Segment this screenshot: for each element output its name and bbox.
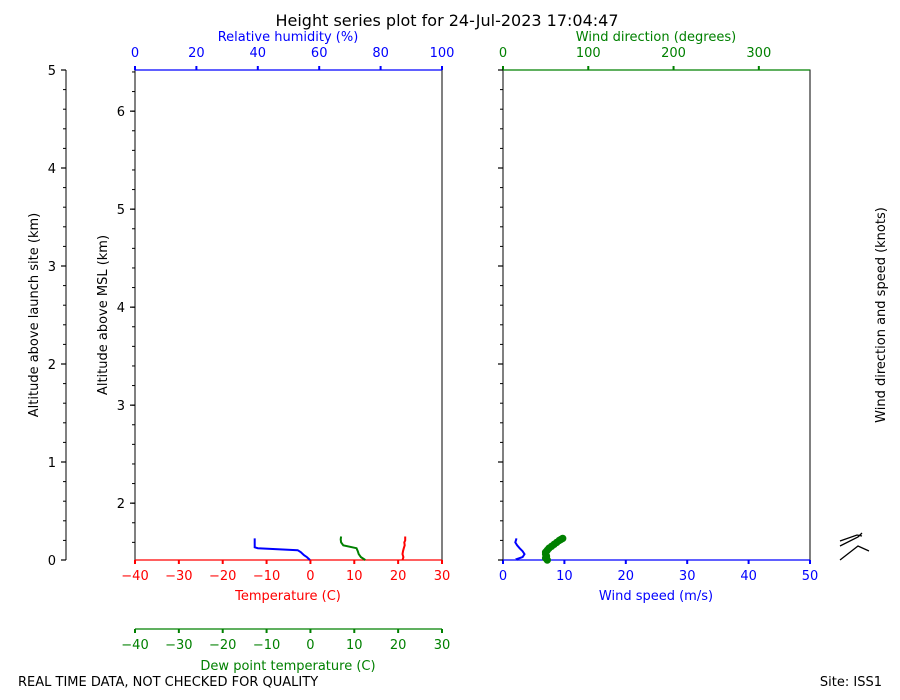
wind_speed-line — [514, 538, 526, 561]
outer-altitude-tick-label: 1 — [48, 456, 56, 471]
dewpoint-axis-tick-label: 20 — [390, 638, 407, 653]
wind-barb-upper — [839, 532, 863, 547]
left-panel-series — [253, 536, 407, 561]
wind-panel: 0 10 20 30 40 50 0 100 200 300 Wind direction (de… — [498, 30, 889, 604]
outer-altitude-tick-label: 3 — [48, 260, 56, 275]
wind-barbs — [839, 532, 870, 561]
humidity-axis-label: Relative humidity (%) — [218, 30, 359, 45]
wind-speed-axis-tick-label: 50 — [802, 569, 819, 584]
left-panel-ticks: −40 −30 −20 −10 0 10 20 30−40 −30 −20 −10 0 10 20 300 2… — [48, 46, 455, 653]
wind-barb-lower — [839, 545, 870, 561]
chart-title: Height series plot for 24-Jul-2023 17:04… — [275, 11, 618, 30]
humidity-axis-tick-label: 60 — [311, 46, 328, 61]
outer-altitude-tick-label: 2 — [48, 358, 56, 373]
dewpoint-axis-tick-label: 30 — [434, 638, 451, 653]
humidity-axis-tick-label: 40 — [250, 46, 267, 61]
temperature-axis-tick-label: −10 — [253, 569, 280, 584]
temperature-axis-tick-label: 30 — [434, 569, 451, 584]
outer-altitude-tick-label: 4 — [48, 162, 56, 177]
wind-direction-axis-tick-label: 100 — [576, 46, 601, 61]
dewpoint-axis-label: Dew point temperature (C) — [200, 659, 375, 674]
inner-altitude-tick-label: 4 — [117, 301, 125, 316]
right-panel-series — [514, 534, 567, 564]
wind-direction-axis-tick-label: 300 — [746, 46, 771, 61]
wind-barb-label: Wind direction and speed (knots) — [874, 207, 889, 423]
inner-altitude-label: Altitude above MSL (km) — [96, 235, 111, 395]
wind-barb-top — [839, 534, 863, 542]
thermodynamic-panel: −40 −30 −20 −10 0 10 20 30−40 −30 −20 −10 0 10 20 300 2… — [27, 30, 454, 674]
wind-speed-axis-label: Wind speed (m/s) — [599, 589, 713, 604]
dewpoint-line — [339, 536, 366, 561]
wind-speed-axis-tick-label: 10 — [556, 569, 573, 584]
wind-speed-axis-tick-label: 20 — [618, 569, 635, 584]
temperature-axis-tick-label: 0 — [306, 569, 314, 584]
temperature-axis-tick-label: −30 — [165, 569, 192, 584]
humidity-axis-tick-label: 100 — [430, 46, 455, 61]
humidity-axis-tick-label: 0 — [131, 46, 139, 61]
dewpoint-axis-tick-label: −10 — [253, 638, 280, 653]
temperature-axis-tick-label: 20 — [390, 569, 407, 584]
temperature-axis-tick-label: 10 — [346, 569, 363, 584]
inner-altitude-tick-label: 3 — [117, 399, 125, 414]
dewpoint-axis-tick-label: 0 — [306, 638, 314, 653]
wind-direction-axis-label: Wind direction (degrees) — [576, 30, 736, 45]
outer-altitude-tick-label: 5 — [48, 64, 56, 79]
footer-site: Site: ISS1 — [820, 675, 882, 690]
humidity-line — [253, 538, 311, 561]
right-panel-ticks: 0 10 20 30 40 50 0 100 200 300 — [498, 46, 818, 584]
humidity-axis-tick-label: 20 — [188, 46, 205, 61]
wind-direction-point — [559, 534, 567, 543]
dewpoint-axis-tick-label: 10 — [346, 638, 363, 653]
temperature-axis-tick-label: −20 — [209, 569, 236, 584]
dewpoint-axis-tick-label: −20 — [209, 638, 236, 653]
wind-direction-axis-tick-label: 200 — [661, 46, 686, 61]
wind-speed-axis-tick-label: 40 — [740, 569, 757, 584]
outer-altitude-tick-label: 0 — [48, 554, 56, 569]
wind-speed-axis-tick-label: 0 — [499, 569, 507, 584]
footer-quality-note: REAL TIME DATA, NOT CHECKED FOR QUALITY — [18, 675, 318, 690]
dewpoint-axis-tick-label: −40 — [121, 638, 148, 653]
temperature-axis-tick-label: −40 — [121, 569, 148, 584]
wind-direction-axis-tick-label: 0 — [499, 46, 507, 61]
humidity-axis-tick-label: 80 — [372, 46, 389, 61]
temperature-axis-label: Temperature (C) — [234, 589, 341, 604]
inner-altitude-tick-label: 6 — [117, 105, 125, 120]
outer-altitude-label: Altitude above launch site (km) — [27, 213, 42, 417]
inner-altitude-tick-label: 2 — [117, 497, 125, 512]
temperature-line — [401, 536, 407, 561]
dewpoint-axis-tick-label: −30 — [165, 638, 192, 653]
wind-speed-axis-tick-label: 30 — [679, 569, 696, 584]
inner-altitude-tick-label: 5 — [117, 203, 125, 218]
